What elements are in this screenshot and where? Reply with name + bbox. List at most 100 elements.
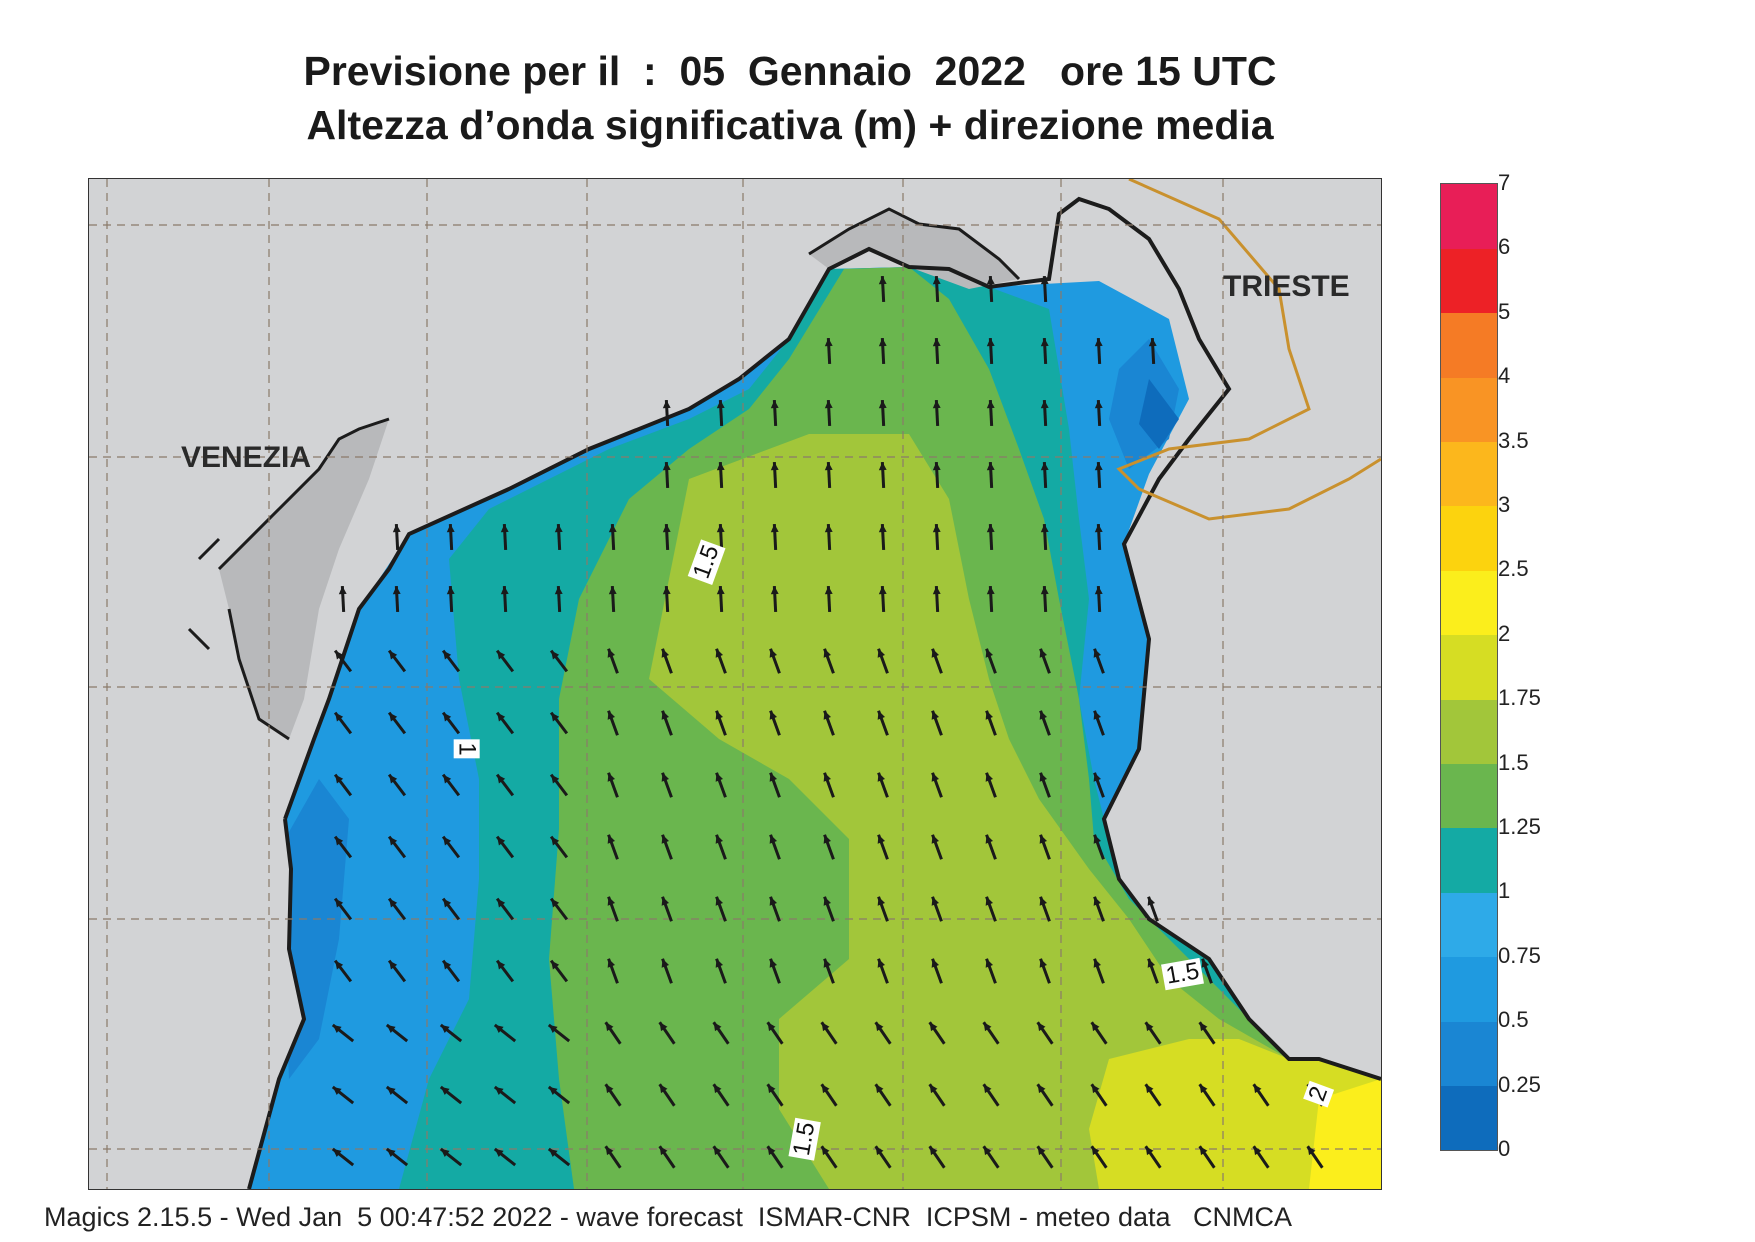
wave-direction-arrow bbox=[770, 461, 779, 489]
wave-direction-arrow bbox=[446, 585, 455, 613]
wave-height-map: VENEZIA TRIESTE 1.5 1 1.5 1.5 2 bbox=[88, 178, 1382, 1190]
wave-direction-arrow bbox=[985, 834, 997, 860]
wave-direction-arrow bbox=[1148, 337, 1157, 365]
wave-direction-arrow bbox=[439, 1023, 463, 1043]
wave-direction-arrow bbox=[878, 337, 887, 365]
national-border bbox=[1116, 179, 1381, 521]
wave-direction-arrow bbox=[878, 523, 887, 551]
east-coast-land bbox=[1104, 429, 1381, 1079]
footer-credits: Magics 2.15.5 - Wed Jan 5 00:47:52 2022 … bbox=[44, 1202, 1292, 1232]
wave-direction-arrow bbox=[1039, 834, 1051, 860]
wave-direction-arrow bbox=[392, 585, 401, 613]
wave-direction-arrow bbox=[715, 648, 727, 674]
wave-direction-arrow bbox=[608, 523, 617, 551]
legend-swatch bbox=[1441, 570, 1497, 636]
wave-direction-arrow bbox=[1144, 1145, 1162, 1169]
wave-direction-arrow bbox=[547, 1147, 571, 1167]
wave-direction-arrow bbox=[658, 1021, 676, 1045]
wave-direction-arrow bbox=[549, 897, 569, 921]
sea-band-1.75-2 bbox=[1089, 1039, 1381, 1189]
wave-direction-arrow bbox=[1093, 958, 1105, 984]
wave-direction-arrow bbox=[662, 585, 671, 613]
wave-direction-arrow bbox=[607, 834, 619, 860]
wave-direction-arrow bbox=[982, 1083, 1000, 1107]
wave-direction-arrow bbox=[547, 1085, 571, 1105]
wave-direction-arrow bbox=[662, 461, 671, 489]
wave-direction-arrow bbox=[985, 896, 997, 922]
wave-direction-arrow bbox=[1039, 896, 1051, 922]
wave-direction-arrow bbox=[986, 523, 995, 551]
wave-direction-arrow bbox=[715, 896, 727, 922]
wave-direction-arrow bbox=[607, 710, 619, 736]
wave-direction-arrow bbox=[661, 834, 673, 860]
wave-direction-arrow bbox=[500, 523, 509, 551]
wave-direction-arrow bbox=[769, 710, 781, 736]
legend-level-label: 1.5 bbox=[1498, 749, 1529, 775]
wave-direction-arrow bbox=[877, 896, 889, 922]
wave-direction-arrow bbox=[877, 958, 889, 984]
wave-direction-arrow bbox=[549, 835, 569, 859]
wave-direction-arrow bbox=[986, 275, 995, 303]
wave-direction-arrow bbox=[820, 1145, 838, 1169]
wave-direction-arrow bbox=[549, 711, 569, 735]
wave-direction-arrow bbox=[608, 585, 617, 613]
wave-direction-arrow bbox=[387, 711, 407, 735]
wave-direction-arrow bbox=[439, 1147, 463, 1167]
wave-direction-arrow bbox=[549, 959, 569, 983]
wave-direction-arrow bbox=[385, 1085, 409, 1105]
wave-direction-arrow bbox=[495, 835, 515, 859]
legend-swatch bbox=[1441, 184, 1497, 249]
wave-direction-arrow bbox=[439, 1085, 463, 1105]
wave-direction-arrow bbox=[823, 772, 835, 798]
wave-direction-arrow bbox=[441, 711, 461, 735]
wave-direction-arrow bbox=[1093, 648, 1105, 674]
wave-direction-arrow bbox=[392, 523, 401, 551]
map-title-variable: Altezza d’onda significativa (m) + direz… bbox=[306, 102, 1274, 148]
wave-direction-arrow bbox=[1039, 958, 1051, 984]
wave-direction-arrow bbox=[928, 1145, 946, 1169]
wave-direction-arrow bbox=[985, 772, 997, 798]
wave-direction-arrow bbox=[333, 711, 353, 735]
wave-direction-arrow bbox=[495, 773, 515, 797]
wave-direction-arrow bbox=[824, 585, 833, 613]
wave-direction-arrow bbox=[549, 773, 569, 797]
legend-swatch bbox=[1441, 699, 1497, 765]
wave-direction-arrow bbox=[766, 1021, 784, 1045]
wave-direction-arrow bbox=[333, 773, 353, 797]
wave-direction-arrow bbox=[554, 523, 563, 551]
wave-direction-arrow bbox=[604, 1145, 622, 1169]
legend-level-label: 1 bbox=[1498, 878, 1511, 904]
wave-direction-arrow bbox=[1040, 523, 1049, 551]
wave-direction-arrow bbox=[604, 1083, 622, 1107]
wave-direction-arrow bbox=[554, 585, 563, 613]
wave-direction-arrow bbox=[333, 897, 353, 921]
wave-direction-arrow bbox=[1040, 585, 1049, 613]
wave-direction-arrow bbox=[1144, 1021, 1162, 1045]
wave-direction-arrow bbox=[932, 523, 941, 551]
wave-direction-arrow bbox=[495, 959, 515, 983]
wave-direction-arrow bbox=[387, 773, 407, 797]
wave-direction-arrow bbox=[823, 710, 835, 736]
wave-direction-arrow bbox=[874, 1145, 892, 1169]
legend-level-label: 3 bbox=[1498, 492, 1511, 517]
wave-direction-arrow bbox=[658, 1145, 676, 1169]
wave-direction-arrow bbox=[441, 649, 461, 673]
wave-direction-arrow bbox=[385, 1023, 409, 1043]
wave-direction-arrow bbox=[493, 1023, 517, 1043]
color-legend bbox=[1440, 183, 1498, 1151]
legend-level-label: 1.25 bbox=[1498, 814, 1541, 839]
wave-direction-arrow bbox=[931, 896, 943, 922]
wave-direction-arrow bbox=[661, 710, 673, 736]
wave-direction-arrow bbox=[985, 648, 997, 674]
wave-direction-arrow bbox=[1093, 834, 1105, 860]
legend-swatch bbox=[1441, 312, 1497, 378]
wave-direction-arrow bbox=[982, 1021, 1000, 1045]
legend-swatch bbox=[1441, 763, 1497, 829]
wave-direction-arrow bbox=[715, 834, 727, 860]
wave-direction-arrow bbox=[1040, 275, 1049, 303]
wave-direction-arrow bbox=[662, 523, 671, 551]
wave-direction-arrow bbox=[770, 585, 779, 613]
wave-direction-arrow bbox=[878, 461, 887, 489]
wave-direction-arrow bbox=[661, 648, 673, 674]
wave-direction-arrow bbox=[770, 399, 779, 427]
